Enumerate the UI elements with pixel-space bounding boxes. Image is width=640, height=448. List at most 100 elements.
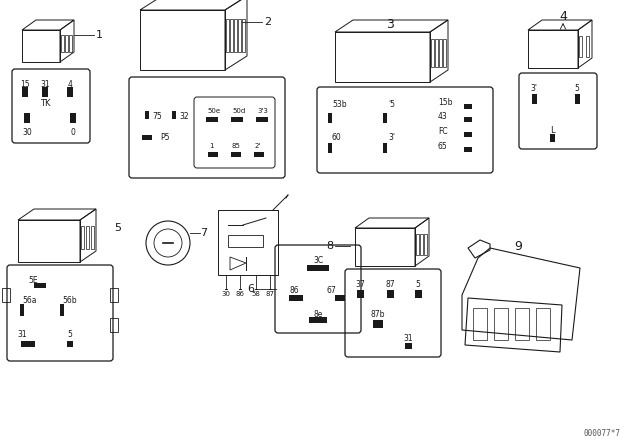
Text: 3': 3' — [531, 84, 538, 93]
Bar — [550, 134, 554, 142]
Text: 2: 2 — [264, 17, 271, 27]
Text: 3: 3 — [386, 18, 394, 31]
Bar — [335, 32, 430, 82]
Text: 5: 5 — [114, 223, 121, 233]
Bar — [531, 94, 536, 104]
Bar — [65, 35, 68, 52]
Bar — [528, 30, 578, 68]
Text: 8e: 8e — [314, 310, 323, 319]
Bar — [91, 226, 94, 250]
Bar — [2, 288, 10, 302]
Text: 30: 30 — [221, 291, 230, 297]
Text: 87: 87 — [385, 280, 395, 289]
Text: 5: 5 — [68, 330, 72, 339]
Bar — [307, 265, 329, 271]
Text: 5: 5 — [575, 84, 579, 93]
Bar — [69, 35, 72, 52]
Text: 50d: 50d — [232, 108, 245, 114]
Bar — [420, 234, 423, 254]
Bar — [67, 341, 73, 347]
Bar — [208, 152, 218, 158]
Bar — [439, 39, 442, 67]
Text: P5: P5 — [160, 134, 170, 142]
Text: 56b: 56b — [62, 296, 77, 305]
Text: 60: 60 — [332, 133, 342, 142]
Text: 7: 7 — [200, 228, 207, 238]
Text: 15b: 15b — [438, 98, 452, 107]
Bar — [387, 290, 394, 298]
Text: 31: 31 — [40, 80, 50, 89]
Text: 56a: 56a — [22, 296, 36, 305]
Text: 3'3: 3'3 — [257, 108, 268, 114]
Text: 2': 2' — [255, 143, 261, 149]
Bar — [81, 226, 84, 250]
Bar — [218, 210, 278, 275]
Bar — [383, 143, 387, 153]
Bar — [231, 152, 241, 158]
Text: 30: 30 — [22, 128, 32, 137]
Bar — [464, 133, 472, 138]
Bar — [242, 19, 245, 52]
Bar — [234, 19, 237, 52]
Text: 31: 31 — [17, 330, 27, 339]
Bar — [140, 10, 225, 70]
Text: 67: 67 — [326, 286, 336, 295]
Bar — [206, 117, 218, 122]
Text: 1: 1 — [96, 30, 103, 40]
Text: 85: 85 — [232, 143, 241, 149]
Bar — [328, 143, 332, 153]
Bar — [416, 234, 419, 254]
Bar — [42, 87, 48, 97]
Bar — [20, 304, 24, 316]
Bar — [536, 308, 550, 340]
Text: 86: 86 — [290, 286, 300, 295]
Bar — [415, 290, 422, 298]
Bar — [435, 39, 438, 67]
Bar — [60, 304, 64, 316]
Bar — [21, 341, 35, 347]
Text: '5: '5 — [388, 100, 395, 109]
Text: 1: 1 — [209, 143, 214, 149]
Bar — [231, 117, 243, 122]
Bar — [110, 318, 118, 332]
Text: 5E: 5E — [28, 276, 38, 285]
Bar — [61, 35, 64, 52]
Bar — [515, 308, 529, 340]
Bar — [328, 113, 332, 123]
Bar — [254, 152, 264, 158]
Text: 6: 6 — [247, 284, 254, 294]
Bar — [586, 36, 589, 56]
Bar — [356, 290, 364, 298]
Bar — [464, 117, 472, 122]
Text: 15: 15 — [20, 80, 30, 89]
Bar — [238, 19, 241, 52]
Bar — [145, 111, 149, 119]
Bar — [355, 228, 415, 266]
Text: 43: 43 — [438, 112, 448, 121]
Text: L: L — [550, 126, 554, 135]
Bar — [142, 135, 152, 141]
Bar — [404, 343, 412, 349]
Bar — [579, 36, 582, 56]
Text: 86: 86 — [236, 291, 244, 297]
Text: 5: 5 — [415, 280, 420, 289]
Bar — [309, 317, 327, 323]
Text: FC: FC — [438, 127, 447, 136]
Text: 75: 75 — [152, 112, 162, 121]
Bar — [494, 308, 508, 340]
Text: 32: 32 — [179, 112, 189, 121]
Bar — [443, 39, 446, 67]
Text: 87b: 87b — [371, 310, 385, 319]
Bar — [230, 19, 233, 52]
Text: 50e: 50e — [207, 108, 220, 114]
Text: 65: 65 — [438, 142, 448, 151]
Bar — [464, 147, 472, 152]
Bar — [289, 295, 303, 301]
Text: 0: 0 — [70, 128, 76, 137]
Bar — [383, 113, 387, 123]
Text: 31: 31 — [403, 334, 413, 343]
Bar — [24, 113, 30, 123]
Bar — [226, 19, 229, 52]
Bar — [575, 94, 579, 104]
Bar — [228, 235, 263, 247]
